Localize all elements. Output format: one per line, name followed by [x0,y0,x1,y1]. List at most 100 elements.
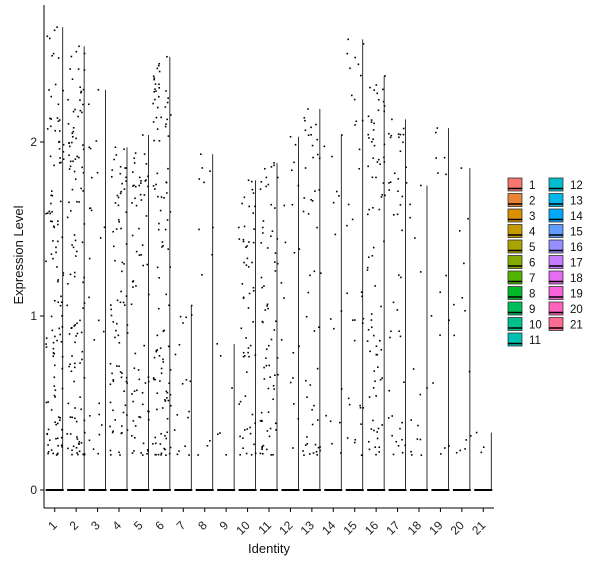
data-point [331,155,333,158]
data-point [83,376,86,379]
data-point [239,453,241,456]
data-point [45,343,47,345]
data-point [58,327,61,330]
data-point [354,438,357,441]
data-point [273,388,275,390]
data-point [78,156,80,159]
data-point [138,254,141,256]
data-point [145,179,147,181]
data-point [52,355,55,358]
data-point [82,307,84,310]
data-point [372,206,374,209]
data-point [134,152,137,154]
data-point [52,225,55,228]
x-tick-label: 6 [152,518,167,533]
points-21 [475,431,485,454]
data-point [273,329,276,331]
data-point [390,134,393,137]
data-point [59,416,61,419]
data-point [368,208,370,211]
data-point [112,409,114,412]
data-point [246,428,249,430]
data-point [246,257,249,260]
data-point [375,345,378,348]
data-point [311,200,314,202]
data-point [309,384,312,386]
data-point [366,340,369,342]
points-16 [366,75,386,456]
data-point [243,261,245,264]
data-point [110,308,113,311]
data-point [306,396,308,398]
data-point [270,235,272,238]
data-point [75,50,78,53]
data-point [388,389,391,392]
data-point [75,420,78,423]
data-point [115,365,118,367]
violin-8 [195,154,214,491]
data-point [261,320,264,323]
data-point [307,291,310,294]
data-point [82,281,84,284]
legend-item-6: 6 [507,255,535,270]
data-point [123,263,125,265]
data-point [56,452,59,455]
data-point [169,394,172,396]
data-point [80,91,82,94]
data-point [373,144,376,147]
violin-15 [345,39,364,491]
data-point [138,378,141,381]
data-point [370,121,373,123]
data-point [51,54,53,57]
data-point [62,158,65,160]
data-point [144,180,147,182]
data-point [298,248,301,250]
data-point [48,439,51,441]
data-point [147,293,150,296]
data-point [56,339,58,342]
data-point [368,396,371,398]
data-point [51,220,53,223]
legend-item-1: 1 [507,177,535,192]
data-point [340,388,343,390]
data-point [265,176,268,179]
data-point [398,136,400,139]
data-point [83,52,86,55]
data-point [134,352,137,355]
data-point [275,320,277,323]
data-point [245,452,248,455]
data-point [73,366,76,369]
legend-item-13: 13 [548,193,583,208]
data-point [47,401,49,403]
data-point [123,390,125,393]
points-11 [259,162,279,456]
data-point [391,415,394,417]
data-point [261,452,264,455]
data-point [45,401,48,404]
data-point [124,404,127,407]
data-point [161,246,163,248]
data-point [311,144,314,147]
data-point [131,234,134,237]
data-point [142,442,145,445]
data-point [74,407,76,409]
data-point [97,452,99,455]
points-10 [237,179,257,456]
data-point [272,398,274,401]
data-point [372,387,375,389]
data-point [115,154,118,156]
data-point [58,119,61,121]
data-point [122,411,125,414]
data-point [420,454,423,456]
data-point [267,411,270,413]
data-point [68,154,70,157]
data-point [45,212,47,215]
data-point [410,450,412,453]
data-point [93,339,96,341]
data-point [353,339,356,342]
data-point [89,414,91,417]
data-point [140,180,142,182]
data-point [242,447,244,450]
data-point [55,246,57,249]
data-point [247,307,250,309]
